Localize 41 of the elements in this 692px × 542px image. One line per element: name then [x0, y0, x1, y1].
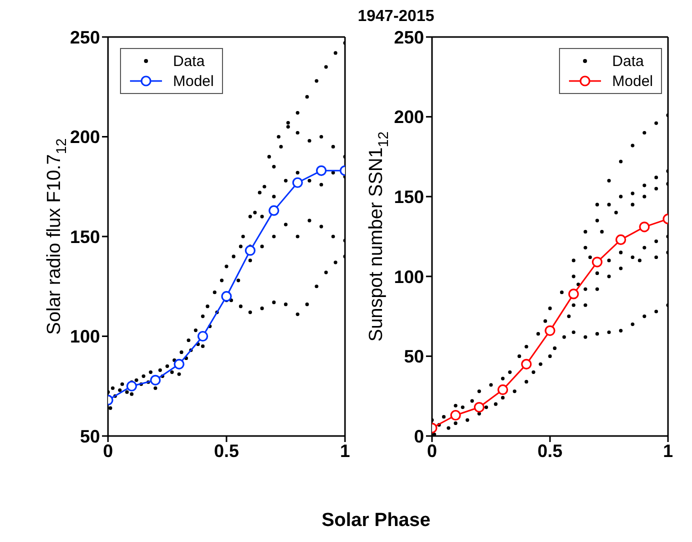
point [450, 410, 461, 421]
point [292, 177, 303, 188]
x-tick-label: 1 [662, 440, 674, 461]
point [592, 256, 602, 268]
point [616, 234, 626, 245]
point [474, 402, 484, 413]
y-tick-label: 200 [70, 127, 100, 148]
legend-label: Data [612, 52, 644, 70]
legend-label: Model [173, 72, 214, 90]
y-tick-label: 250 [70, 27, 100, 48]
point [221, 291, 232, 302]
x-tick-label: 0.5 [537, 440, 563, 461]
x-tick-label: 0.5 [214, 440, 240, 461]
point [244, 245, 256, 256]
legend-label: Data [173, 52, 205, 70]
point [639, 222, 650, 232]
y-tick-label: 100 [70, 326, 100, 347]
y-tick-label: 150 [394, 186, 424, 207]
x-tick-label: 0 [426, 440, 438, 461]
point [544, 325, 556, 336]
y-tick-label: 50 [404, 346, 424, 367]
point [198, 330, 208, 342]
point [521, 358, 532, 370]
x-tick-label: 0 [102, 440, 114, 461]
chart-title: 1947-2015 [356, 8, 436, 26]
y-tick-label: 200 [394, 107, 424, 128]
point [568, 288, 579, 300]
legend-label: Model [612, 72, 653, 90]
x-tick-label: 1 [340, 440, 350, 461]
point [268, 205, 280, 216]
point [126, 380, 137, 392]
y-tick-label: 250 [394, 27, 424, 48]
point [316, 165, 327, 176]
y-tick-label: 50 [80, 426, 100, 446]
point [498, 384, 508, 396]
point [174, 358, 184, 370]
x-axis-title: Solar Phase [320, 510, 432, 532]
y-tick-label: 150 [70, 226, 100, 247]
point [150, 374, 161, 386]
y-tick-label: 100 [394, 266, 424, 287]
y-tick-label: 0 [414, 426, 424, 446]
